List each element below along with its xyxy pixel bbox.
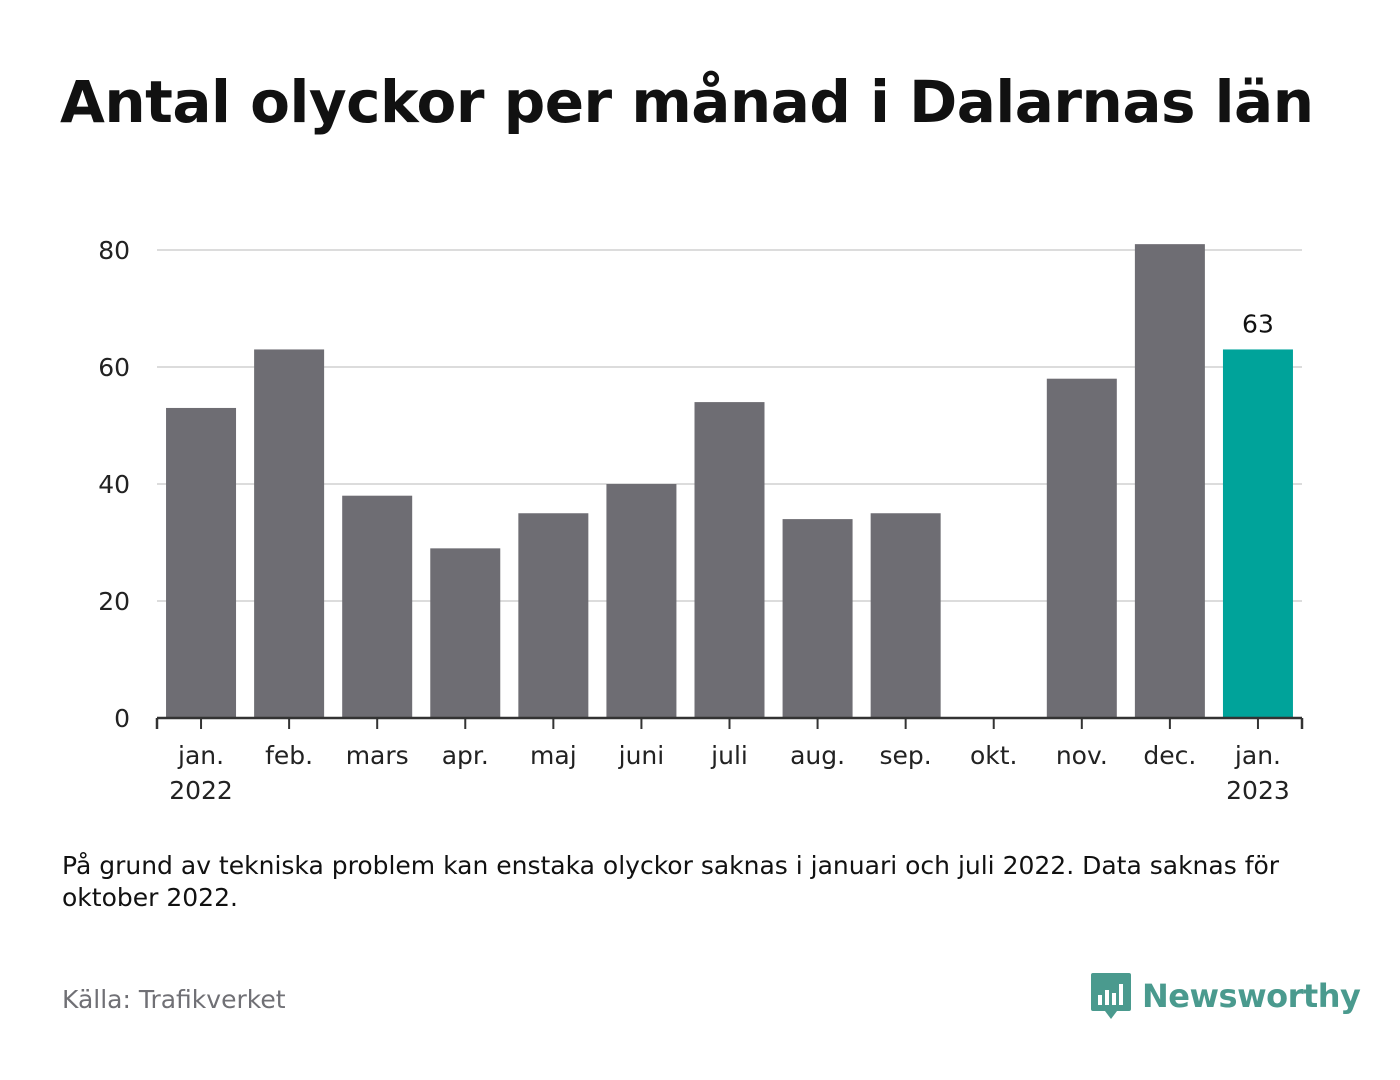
bar [430, 548, 501, 718]
bar [254, 349, 325, 718]
bar [782, 519, 853, 718]
x-tick-label: mars [346, 741, 409, 770]
newsworthy-logo[interactable]: Newsworthy [1090, 970, 1361, 1022]
y-tick-label: 20 [98, 587, 130, 616]
logo-text: Newsworthy [1142, 977, 1361, 1015]
x-tick-label: 2023 [1226, 776, 1290, 805]
bar [1222, 349, 1293, 718]
x-tick-label: nov. [1056, 741, 1108, 770]
x-tick-label: okt. [970, 741, 1018, 770]
bar [606, 484, 677, 718]
source-text: Källa: Trafikverket [62, 985, 286, 1014]
bar [1134, 244, 1205, 718]
x-tick-label: jan. [1234, 741, 1281, 770]
x-tick-label: 2022 [169, 776, 233, 805]
x-tick-label: aug. [790, 741, 845, 770]
chart-note: På grund av tekniska problem kan enstaka… [62, 851, 1280, 912]
x-tick-label: juli [710, 741, 748, 770]
bar [518, 513, 589, 718]
bar [166, 407, 237, 718]
y-tick-label: 60 [98, 353, 130, 382]
y-tick-label: 40 [98, 470, 130, 499]
x-tick-label: feb. [265, 741, 313, 770]
y-tick-label: 0 [114, 704, 130, 733]
x-tick-label: sep. [880, 741, 932, 770]
chart-title: Antal olyckor per månad i Dalarnas län [60, 68, 1314, 136]
bar-chart: 0 20 40 60 80 63 jan. 2022 feb. mars apr. maj juni ju… [98, 236, 1304, 805]
bar [694, 402, 765, 718]
x-tick-label: maj [530, 741, 577, 770]
bar [1046, 378, 1117, 718]
newsworthy-logo-icon [1091, 973, 1131, 1019]
data-label: 63 [1242, 309, 1274, 338]
x-tick-label: juni [618, 741, 665, 770]
y-tick-label: 80 [98, 236, 130, 265]
bar [342, 495, 413, 718]
x-tick-label: dec. [1143, 741, 1196, 770]
x-tick-label: jan. [177, 741, 224, 770]
bar [870, 513, 941, 718]
x-tick-label: apr. [442, 741, 489, 770]
